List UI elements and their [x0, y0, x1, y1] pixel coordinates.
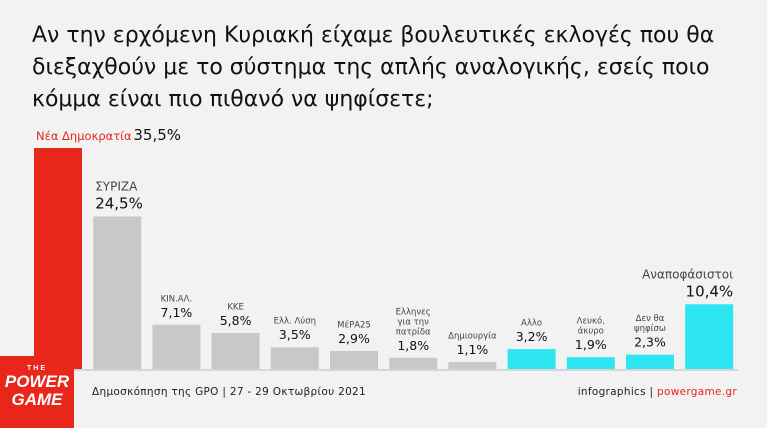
logo-line1: POWER: [4, 372, 70, 391]
value-label-10: 2,3%: [634, 335, 666, 350]
bar-8: [507, 349, 556, 369]
bar-2: [152, 324, 201, 369]
category-label-6: Ελληνες: [396, 307, 431, 317]
category-label-3: ΚΚΕ: [227, 302, 244, 312]
logo-line2: GAME: [11, 390, 63, 409]
bar-7: [448, 362, 497, 369]
bar-chart: Νέα Δημοκρατία 35,5% 24,5%ΣΥΡΙΖΑ 7,1%ΚΙΝ.ΑΛ…: [34, 126, 734, 369]
value-label-5: 2,9%: [338, 331, 370, 346]
bar-9: [566, 357, 615, 369]
value-label-6: 1,8%: [397, 338, 429, 353]
bar-1: [93, 216, 142, 369]
value-label-9: 1,9%: [575, 337, 607, 352]
bar-0: [34, 148, 82, 369]
value-label-0: 35,5%: [133, 126, 181, 144]
value-label-8: 3,2%: [516, 329, 548, 344]
poll-source: Δημοσκόπηση της GPO | 27 - 29 Οκτωβρίου …: [92, 386, 367, 398]
category-label-11: Αναποφάσιστοι: [642, 267, 733, 281]
value-label-2: 7,1%: [161, 305, 193, 320]
bar-11: [685, 304, 734, 369]
category-label-1: ΣΥΡΙΖΑ: [95, 179, 138, 193]
category-label-6: για την: [397, 317, 429, 327]
bar-4: [270, 347, 319, 369]
category-label-8: Αλλο: [521, 319, 542, 329]
category-label-10: Δεν θα: [636, 314, 665, 324]
category-label-0: Νέα Δημοκρατία: [36, 129, 132, 143]
category-label-7: Δημιουργία: [448, 332, 497, 342]
category-label-4: Ελλ. Λύση: [274, 316, 316, 327]
category-label-5: ΜέΡΑ25: [337, 319, 371, 330]
credit-site-link[interactable]: powergame.gr: [657, 386, 737, 398]
chart-baseline: [30, 369, 738, 371]
credit-separator: |: [649, 386, 654, 398]
bar-10: [626, 354, 674, 369]
infographics-credit: infographics | powergame.gr: [578, 386, 737, 398]
credit-prefix: infographics: [577, 386, 646, 398]
chart-title: Αν την ερχόμενη Κυριακή είχαμε βουλευτικ…: [32, 23, 715, 112]
bar-3: [211, 332, 260, 369]
category-label-9: Λευκό,: [577, 316, 605, 327]
bar-6: [389, 357, 438, 369]
category-label-2: ΚΙΝ.ΑΛ.: [161, 294, 192, 304]
value-label-1: 24,5%: [95, 194, 143, 212]
value-label-7: 1,1%: [457, 342, 489, 357]
value-label-3: 5,8%: [220, 313, 252, 328]
category-label-6: πατρίδα: [396, 327, 431, 337]
category-label-10: ψηφίσω: [634, 324, 666, 334]
bar-5: [330, 350, 378, 369]
value-label-4: 3,5%: [279, 327, 311, 342]
category-label-9: άκυρο: [578, 327, 604, 337]
value-label-11: 10,4%: [686, 282, 734, 300]
logo-top-text: THE: [27, 365, 47, 372]
power-game-logo: THE POWER GAME: [0, 356, 74, 428]
